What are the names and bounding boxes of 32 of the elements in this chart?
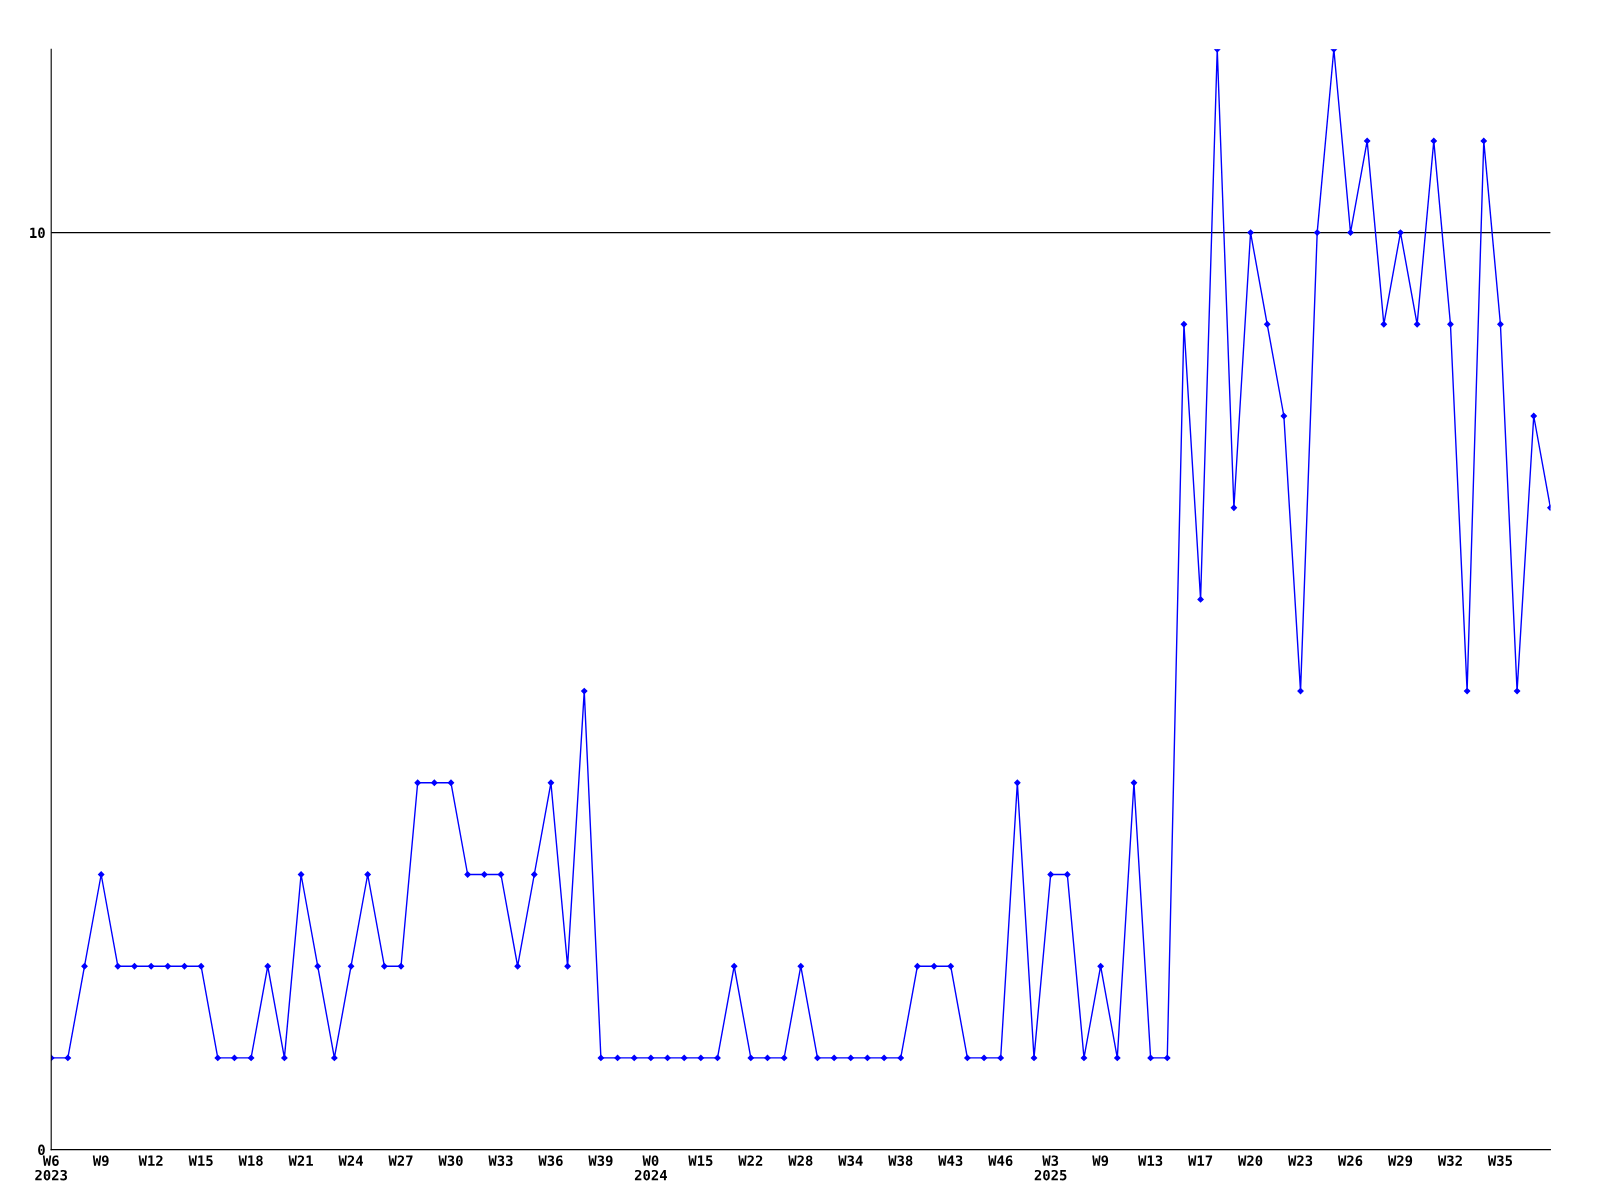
x-tick-label: W35: [1487, 1155, 1513, 1166]
x-tick-label: W15: [188, 1155, 213, 1166]
x-tick-label: W33: [488, 1155, 513, 1166]
x-tick-label: W43: [938, 1155, 963, 1166]
x-tick-label: W24: [338, 1155, 363, 1166]
x-tick-label: W21: [288, 1155, 313, 1166]
x-tick-label: W23: [1287, 1155, 1313, 1166]
x-tick-label: W27: [388, 1155, 413, 1166]
x-tick-label: W15: [688, 1155, 713, 1166]
y-tick-label: 10: [30, 227, 45, 239]
x-tick-label: W3 2025: [1034, 1155, 1067, 1181]
x-tick-label: W20: [1238, 1155, 1263, 1166]
x-tick-label: W29: [1387, 1155, 1413, 1166]
x-tick-label: W18: [238, 1155, 263, 1166]
x-tick-label: W36: [538, 1155, 563, 1166]
x-tick-label: W38: [888, 1155, 913, 1166]
x-tick-label: W46: [988, 1155, 1013, 1166]
x-tick-label: W17: [1188, 1155, 1213, 1166]
x-tick-label: W39: [588, 1155, 613, 1166]
x-tick-label: W12: [138, 1155, 163, 1166]
y-tick-label: 0: [38, 1144, 45, 1156]
x-tick-label: W6 2023: [35, 1155, 68, 1181]
x-tick-label: W28: [788, 1155, 813, 1166]
x-tick-label: W32: [1437, 1155, 1462, 1166]
x-tick-label: W9: [1092, 1155, 1109, 1166]
x-tick-label: W0 2024: [634, 1155, 667, 1181]
x-tick-label: W13: [1138, 1155, 1163, 1166]
x-tick-label: W22: [738, 1155, 763, 1166]
x-tick-label: W9: [92, 1155, 109, 1166]
x-tick-label: W30: [438, 1155, 463, 1166]
x-tick-label: W26: [1337, 1155, 1363, 1166]
x-tick-label: W34: [838, 1155, 863, 1166]
